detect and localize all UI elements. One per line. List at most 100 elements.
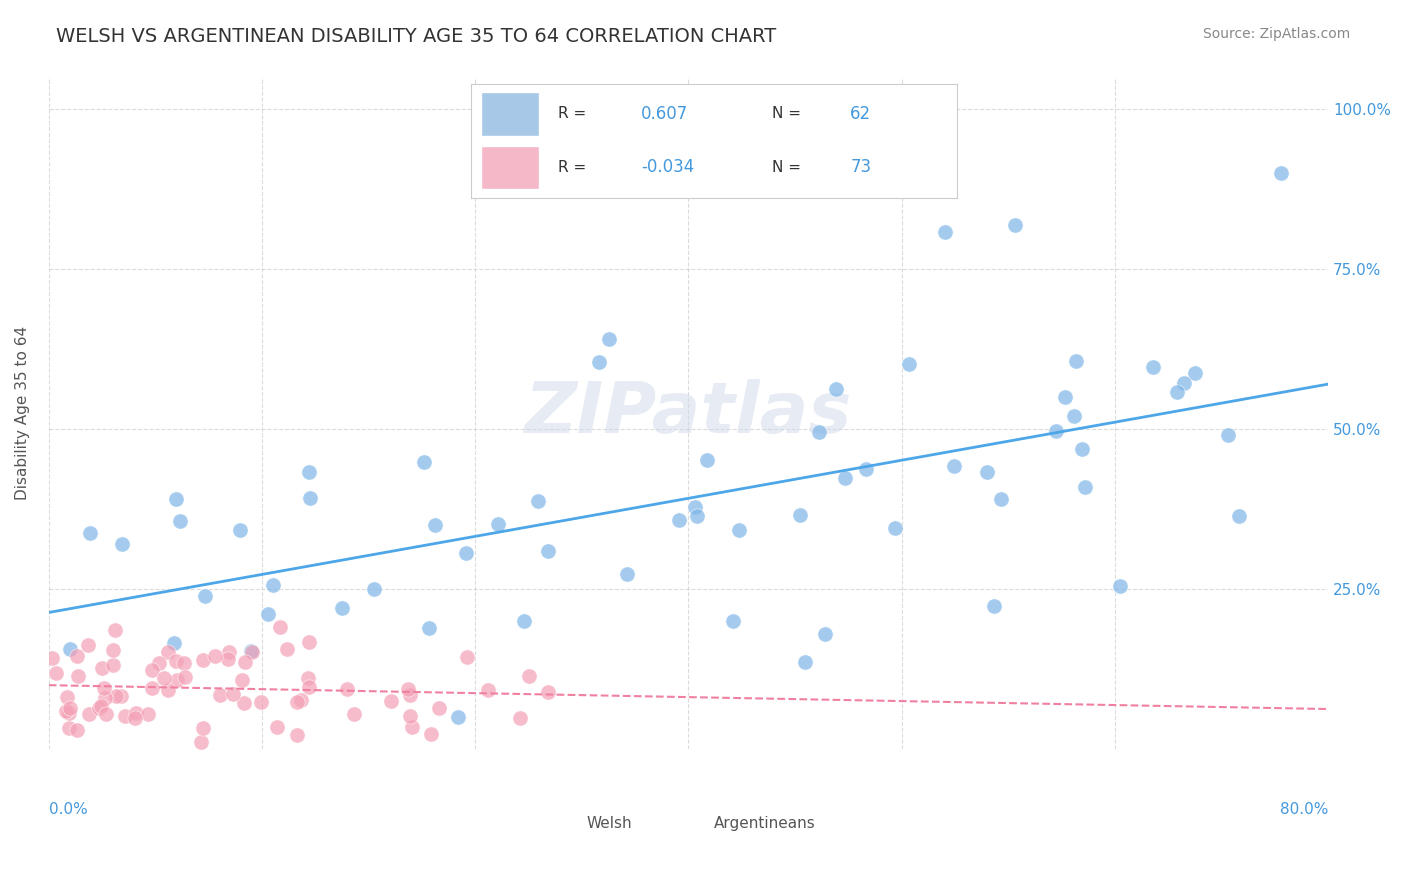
- Point: [789, 508, 811, 522]
- Point: [90, 699, 112, 714]
- Point: [934, 226, 956, 240]
- FancyBboxPatch shape: [534, 792, 579, 819]
- Point: [1227, 509, 1250, 524]
- Point: [685, 500, 707, 515]
- Point: [297, 671, 319, 685]
- Point: [193, 653, 215, 667]
- Point: [401, 720, 423, 734]
- Point: [111, 537, 134, 551]
- Text: Welsh: Welsh: [586, 816, 631, 830]
- Point: [110, 689, 132, 703]
- Point: [94, 707, 117, 722]
- Point: [141, 663, 163, 677]
- Point: [336, 681, 359, 696]
- Point: [537, 543, 560, 558]
- Point: [808, 425, 831, 440]
- Point: [218, 645, 240, 659]
- Point: [269, 620, 291, 634]
- Point: [77, 706, 100, 721]
- Point: [41, 650, 63, 665]
- Text: Argentineans: Argentineans: [714, 816, 815, 830]
- Point: [413, 455, 436, 469]
- Point: [728, 523, 751, 537]
- Text: 80.0%: 80.0%: [1279, 803, 1329, 817]
- Point: [285, 695, 308, 709]
- Point: [190, 735, 212, 749]
- Point: [990, 491, 1012, 506]
- Point: [45, 666, 67, 681]
- Point: [153, 671, 176, 685]
- Point: [59, 701, 82, 715]
- Point: [526, 494, 548, 508]
- Point: [616, 567, 638, 582]
- Point: [1054, 390, 1077, 404]
- Point: [162, 636, 184, 650]
- Point: [298, 491, 321, 506]
- Point: [598, 332, 620, 346]
- Point: [103, 643, 125, 657]
- Point: [983, 599, 1005, 613]
- Point: [721, 615, 744, 629]
- Point: [330, 601, 353, 615]
- Point: [191, 721, 214, 735]
- Point: [883, 521, 905, 535]
- Point: [456, 649, 478, 664]
- Text: WELSH VS ARGENTINEAN DISABILITY AGE 35 TO 64 CORRELATION CHART: WELSH VS ARGENTINEAN DISABILITY AGE 35 T…: [56, 27, 776, 45]
- Point: [298, 465, 321, 479]
- Point: [55, 704, 77, 718]
- Point: [93, 690, 115, 705]
- Point: [696, 452, 718, 467]
- Point: [588, 355, 610, 369]
- Point: [136, 706, 159, 721]
- Point: [124, 711, 146, 725]
- Point: [399, 709, 422, 723]
- Point: [231, 673, 253, 688]
- Point: [285, 729, 308, 743]
- Point: [93, 681, 115, 696]
- Point: [380, 693, 402, 707]
- Point: [240, 645, 263, 659]
- Point: [1071, 442, 1094, 457]
- Point: [1064, 354, 1087, 368]
- Point: [239, 644, 262, 658]
- Point: [427, 701, 450, 715]
- Point: [976, 465, 998, 479]
- Point: [513, 614, 536, 628]
- Point: [1004, 219, 1026, 233]
- Point: [58, 721, 80, 735]
- Point: [250, 695, 273, 709]
- Text: 0.0%: 0.0%: [49, 803, 87, 817]
- Point: [834, 470, 856, 484]
- Point: [266, 720, 288, 734]
- Point: [517, 669, 540, 683]
- Text: Source: ZipAtlas.com: Source: ZipAtlas.com: [1202, 27, 1350, 41]
- Point: [91, 661, 114, 675]
- Point: [668, 513, 690, 527]
- Point: [814, 627, 837, 641]
- Point: [477, 682, 499, 697]
- Point: [232, 696, 254, 710]
- Point: [1074, 480, 1097, 494]
- Point: [1270, 166, 1292, 180]
- Point: [169, 515, 191, 529]
- Point: [104, 624, 127, 638]
- Point: [56, 690, 79, 704]
- Point: [114, 708, 136, 723]
- Point: [486, 517, 509, 532]
- Point: [262, 578, 284, 592]
- Point: [343, 707, 366, 722]
- Point: [825, 382, 848, 396]
- Point: [1173, 376, 1195, 391]
- Point: [58, 706, 80, 720]
- Point: [1045, 425, 1067, 439]
- Point: [141, 681, 163, 695]
- Point: [148, 656, 170, 670]
- Point: [101, 658, 124, 673]
- Point: [363, 582, 385, 596]
- Point: [79, 525, 101, 540]
- Point: [1184, 366, 1206, 380]
- Point: [233, 655, 256, 669]
- Y-axis label: Disability Age 35 to 64: Disability Age 35 to 64: [15, 326, 30, 500]
- Point: [1166, 384, 1188, 399]
- Point: [221, 687, 243, 701]
